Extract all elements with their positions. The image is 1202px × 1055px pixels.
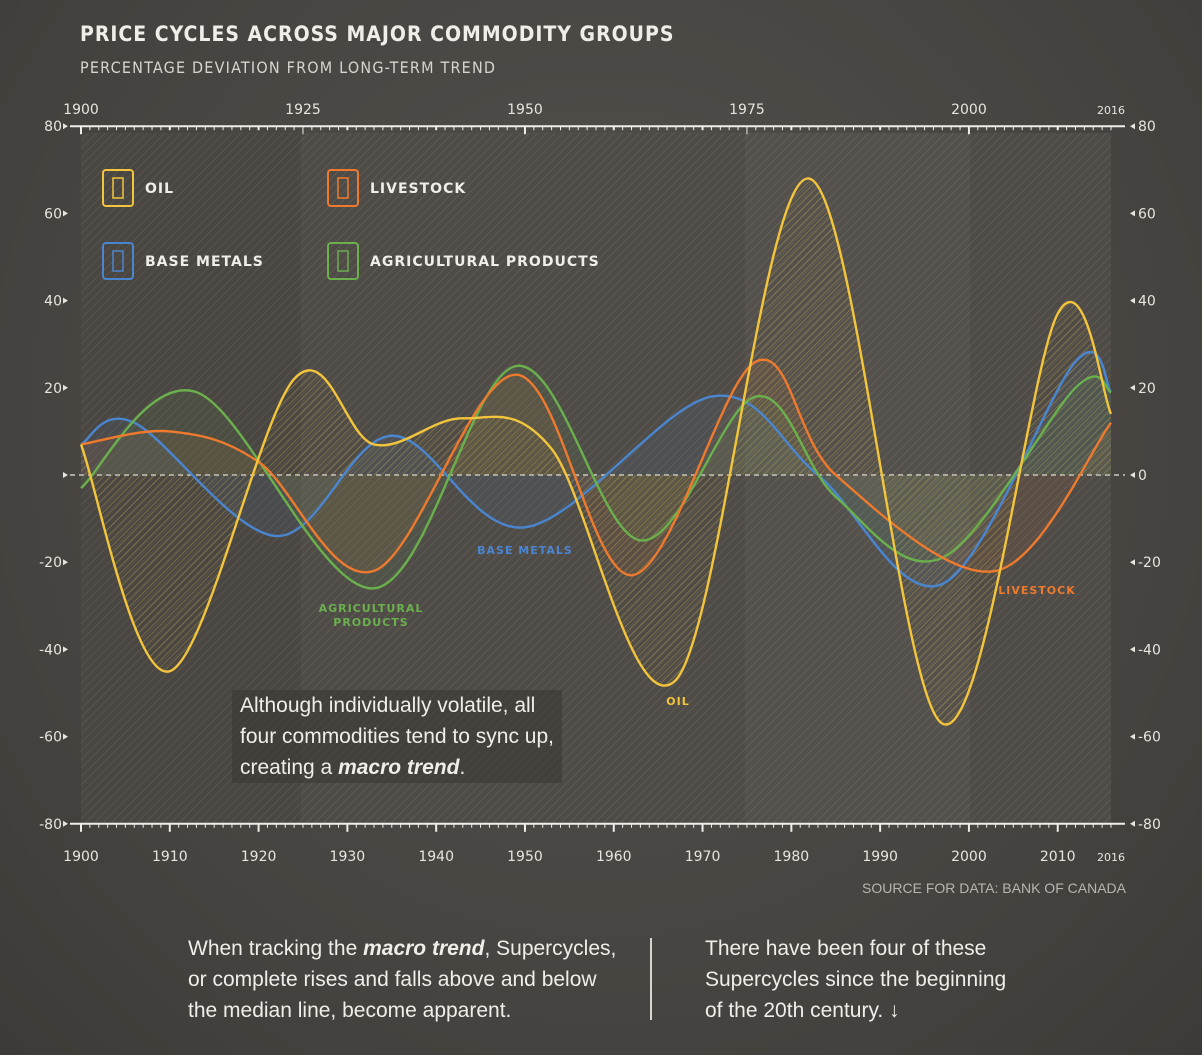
right-axis-label: 60	[1138, 206, 1156, 222]
right-axis-label: -20	[1138, 555, 1161, 571]
right-axis-label: -80	[1138, 817, 1161, 833]
right-axis-marker	[1130, 123, 1135, 130]
left-axis-label: -80	[39, 817, 62, 833]
right-axis-marker	[1130, 210, 1135, 217]
left-axis-label: 20	[44, 381, 62, 397]
footer-text: of the 20th century. ↓	[705, 999, 900, 1022]
bottom-axis-label: 1920	[241, 849, 277, 865]
right-axis-label: -40	[1138, 642, 1161, 658]
top-axis-label: 1900	[63, 102, 99, 118]
footer-emphasis: macro trend	[363, 937, 485, 960]
footer-text: , Supercycles,	[484, 937, 617, 960]
chart: 1900 1925 1950 1975 2000 2016 1900 1910 1920 1930…	[39, 102, 1161, 865]
right-axis-label: 40	[1138, 294, 1156, 310]
bottom-axis-label: 1990	[862, 849, 898, 865]
bottom-axis-label: 1910	[152, 849, 188, 865]
chart-title: PRICE CYCLES ACROSS MAJOR COMMODITY GROU…	[80, 22, 675, 46]
left-axis-marker	[63, 733, 68, 740]
right-axis-marker	[1130, 733, 1135, 740]
left-axis-label: -40	[39, 642, 62, 658]
agricultural-products-legend-icon	[327, 242, 359, 280]
right-axis-marker	[1130, 472, 1135, 478]
legend-label: LIVESTOCK	[370, 181, 466, 197]
bottom-axis-label: 1980	[774, 849, 810, 865]
left-axis-marker	[63, 210, 68, 217]
footer-text: Supercycles since the beginning	[705, 968, 1007, 991]
bottom-axis-label: 1900	[63, 849, 99, 865]
right-axis-label: -60	[1138, 730, 1161, 746]
top-axis-label: 1925	[285, 102, 321, 118]
agricultural-products-line	[80, 364, 1112, 590]
bottom-axis-label: 2016	[1097, 851, 1125, 864]
right-axis-marker	[1130, 646, 1135, 653]
right-axis-marker	[1130, 384, 1135, 391]
footer-left-text: When tracking the macro trend, Supercycl…	[188, 933, 616, 1026]
legend-label: AGRICULTURAL PRODUCTS	[370, 254, 600, 270]
livestock-line	[80, 358, 1112, 577]
footer-text: When tracking the	[188, 937, 364, 960]
left-axis-label: -60	[39, 730, 62, 746]
callout-text: creating a	[240, 756, 339, 779]
series-annotation: LIVESTOCK	[998, 584, 1076, 597]
top-axis-label: 1975	[729, 102, 765, 118]
series-annotation: AGRICULTURAL	[319, 602, 424, 615]
right-axis-label: 0	[1138, 468, 1147, 484]
agricultural-products-area-fill	[81, 365, 1111, 589]
top-axis-label: 1950	[507, 102, 543, 118]
footer-text: There have been four of these	[705, 937, 987, 960]
left-axis-label: -20	[39, 555, 62, 571]
livestock-legend-icon	[327, 169, 359, 207]
footer-text: the median line, become apparent.	[188, 999, 512, 1022]
bottom-axis-label: 1970	[685, 849, 721, 865]
left-axis-marker	[63, 384, 68, 391]
bottom-axis-label: 1930	[330, 849, 366, 865]
right-axis-marker	[1130, 559, 1135, 566]
right-axis-label: 80	[1138, 119, 1156, 135]
footer-divider	[650, 938, 652, 1020]
bottom-axis-label: 1940	[418, 849, 454, 865]
footer-text: or complete rises and falls above and be…	[188, 968, 597, 991]
data-source: SOURCE FOR DATA: BANK OF CANADA	[862, 880, 1126, 896]
callout-text: .	[459, 756, 466, 779]
agricultural-products-icon	[337, 250, 349, 272]
chart-subtitle: PERCENTAGE DEVIATION FROM LONG-TERM TREN…	[80, 58, 497, 77]
left-axis-marker	[63, 472, 68, 478]
base-metals-line	[80, 351, 1113, 588]
left-axis-label: 80	[44, 119, 62, 135]
series-annotation: BASE METALS	[477, 544, 573, 557]
left-axis-marker	[63, 297, 68, 304]
base-metals-legend-icon	[102, 242, 134, 280]
bottom-axis-label: 1960	[596, 849, 632, 865]
left-axis-marker	[63, 559, 68, 566]
left-axis-label: 40	[44, 294, 62, 310]
bottom-axis-label: 2010	[1040, 849, 1076, 865]
left-axis-marker	[63, 123, 68, 130]
callout-emphasis: macro trend	[338, 756, 460, 779]
callout-line: four commodities tend to sync up,	[240, 725, 554, 748]
top-axis-label: 2016	[1097, 104, 1125, 117]
base-metals-icon	[112, 250, 124, 272]
legend-label: BASE METALS	[145, 254, 264, 270]
legend-label: OIL	[145, 181, 174, 197]
left-axis-label: 60	[44, 206, 62, 222]
oil-icon	[112, 177, 124, 199]
livestock-icon	[337, 177, 349, 199]
footer-right-text: There have been four of these Supercycle…	[705, 933, 1006, 1026]
livestock-area-fill	[81, 359, 1111, 576]
callout-note: Although individually volatile, all four…	[232, 690, 562, 783]
right-axis-label: 20	[1138, 381, 1156, 397]
right-axis-marker	[1130, 297, 1135, 304]
series-annotation: OIL	[666, 695, 689, 708]
oil-legend-icon	[102, 169, 134, 207]
right-axis-marker	[1130, 820, 1135, 827]
series-annotation: PRODUCTS	[333, 616, 408, 629]
callout-line: Although individually volatile, all	[240, 694, 536, 717]
bottom-axis-label: 1950	[507, 849, 543, 865]
bottom-axis-label: 2000	[951, 849, 987, 865]
left-axis-marker	[63, 646, 68, 653]
oil-line	[79, 177, 1113, 726]
top-axis-label: 2000	[951, 102, 987, 118]
left-axis-marker	[63, 820, 68, 827]
